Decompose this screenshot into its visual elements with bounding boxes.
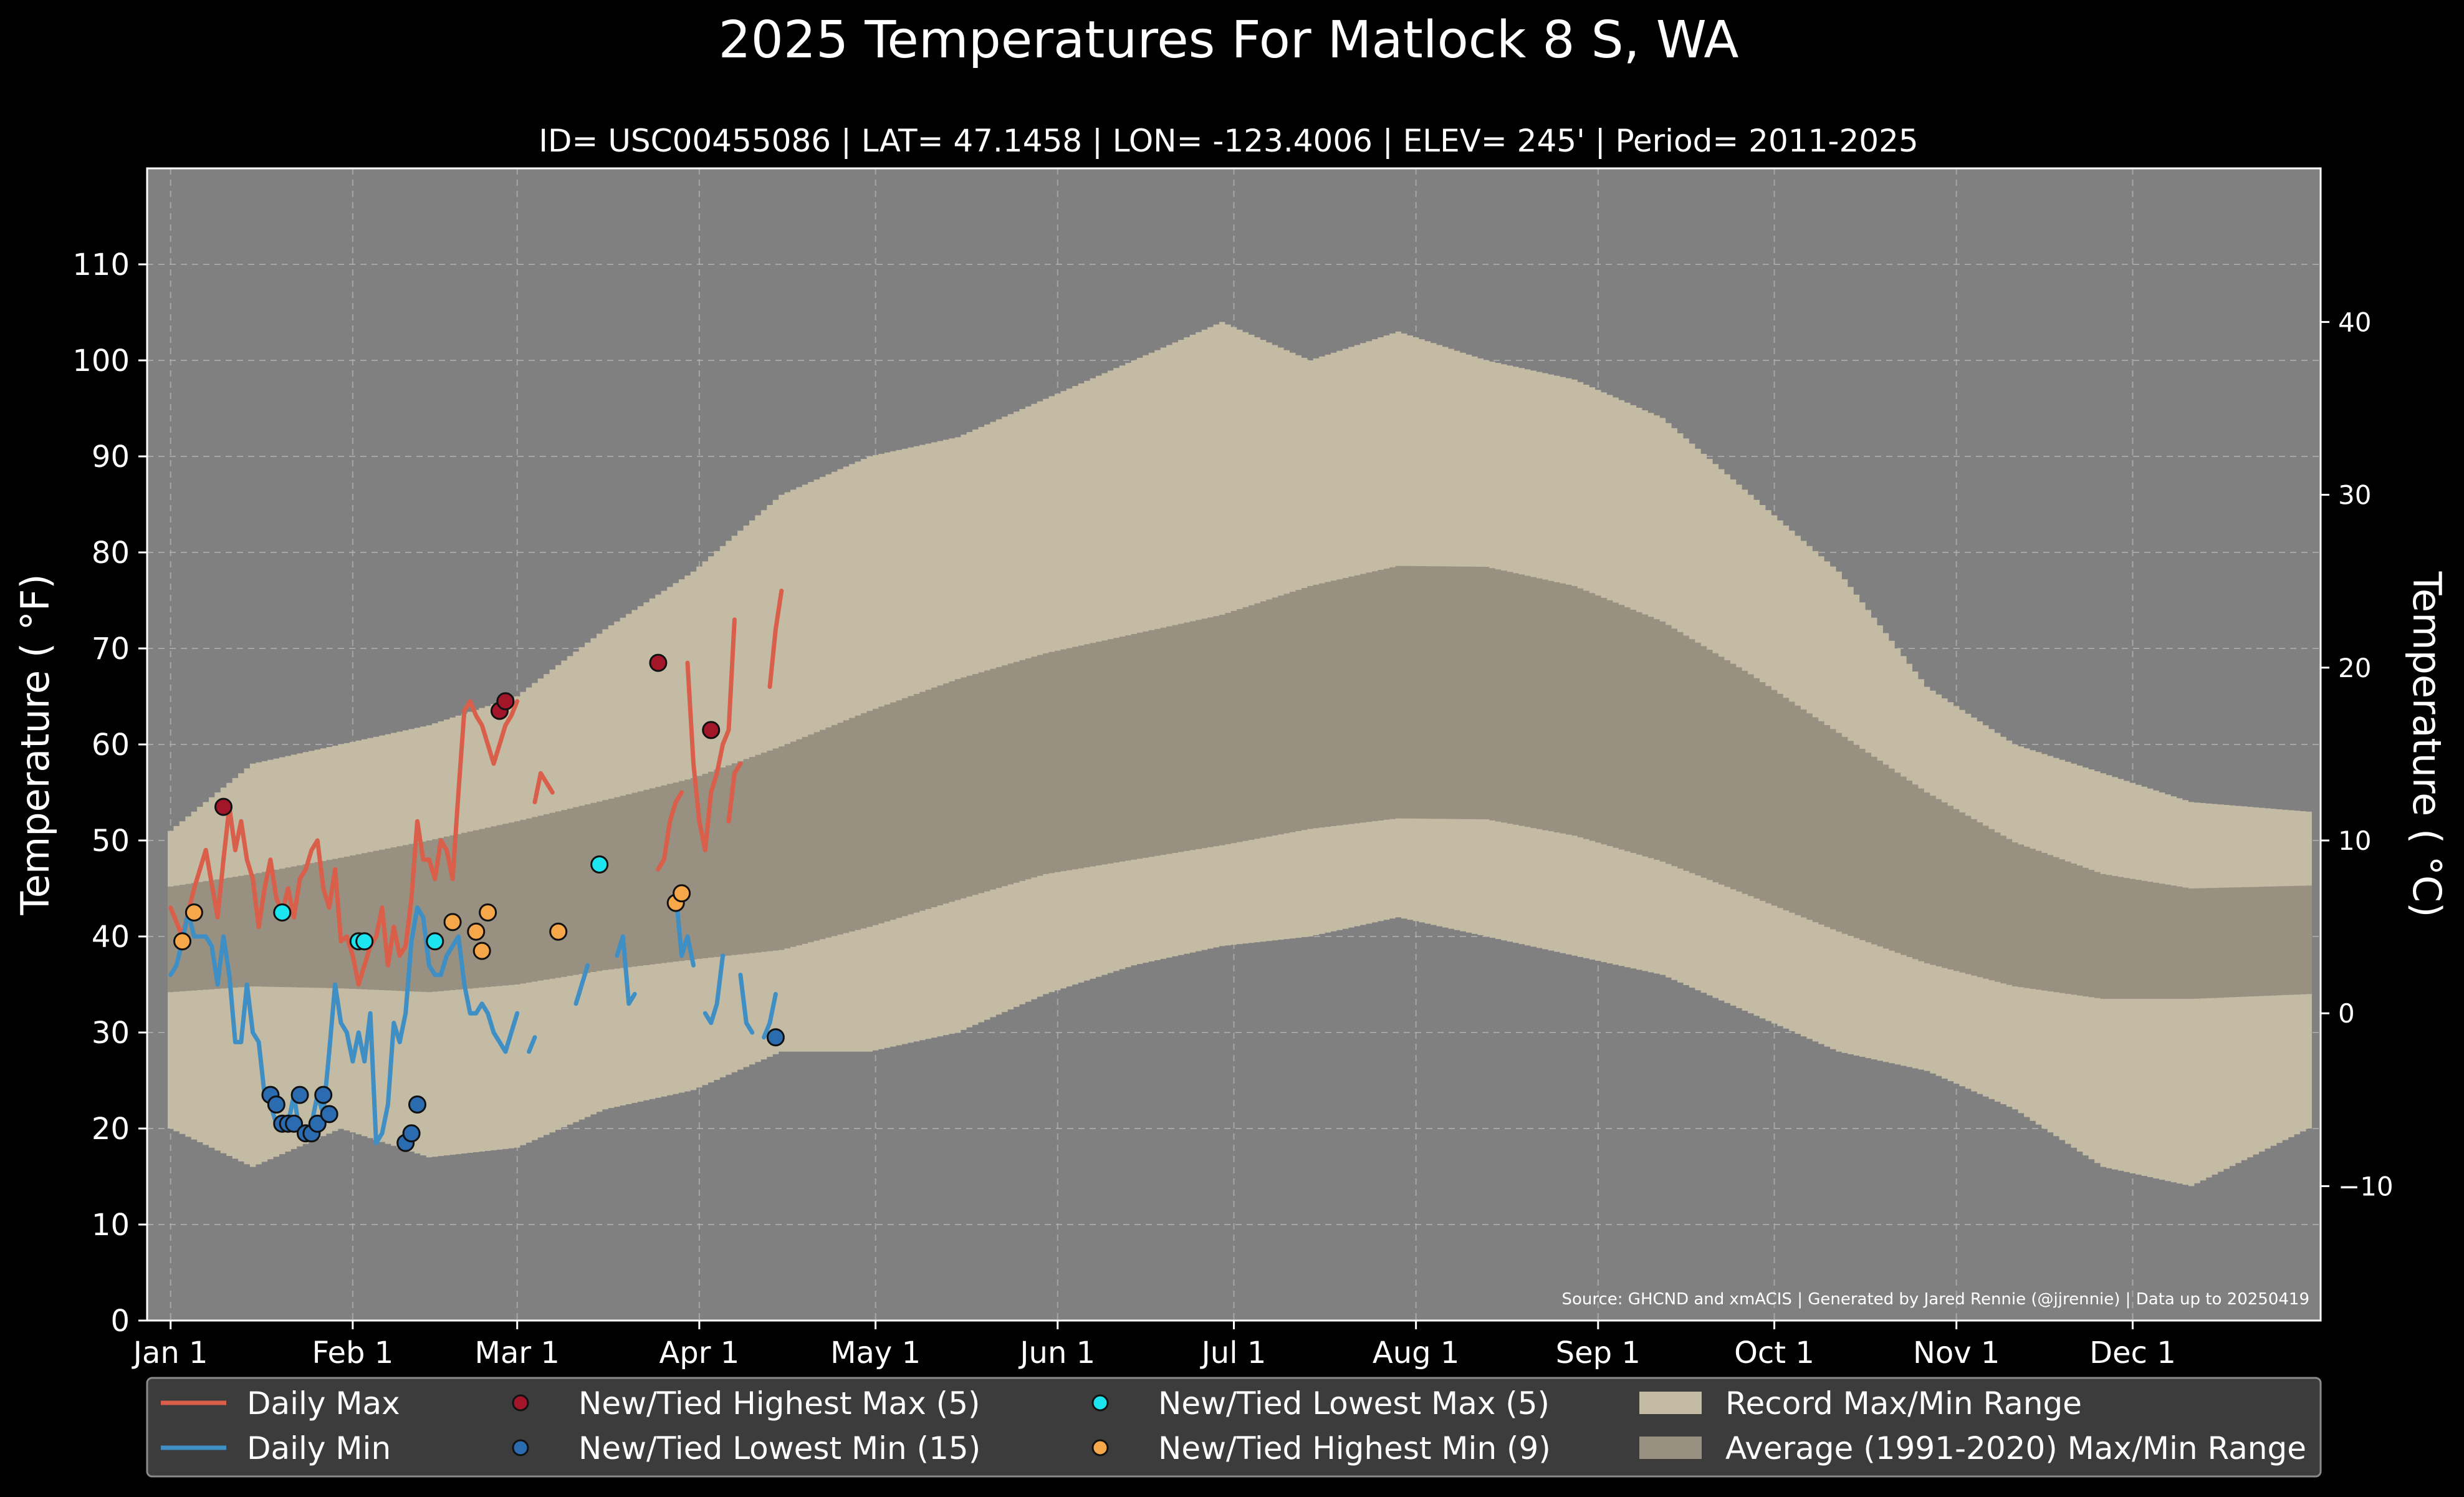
- y-tick-label: 60: [92, 728, 130, 763]
- legend-patch-swatch: [1639, 1437, 1702, 1459]
- daily-min-line: [702, 953, 726, 1026]
- x-tick-label: Mar 1: [475, 1336, 560, 1370]
- legend-dot-swatch: [512, 1394, 529, 1412]
- y-right-tick-label: 10: [2338, 826, 2371, 856]
- legend-label: New/Tied Lowest Min (15): [578, 1430, 980, 1466]
- x-tick-label: May 1: [830, 1336, 921, 1370]
- record-marker: [590, 855, 609, 874]
- x-tick-label: Jul 1: [1200, 1336, 1267, 1370]
- x-tick-label: Sep 1: [1556, 1336, 1641, 1370]
- daily-max-line: [168, 699, 520, 987]
- y-tick-label: 50: [92, 824, 130, 859]
- record-marker: [267, 1095, 285, 1114]
- record-marker: [496, 692, 515, 711]
- daily-max-line: [726, 761, 743, 824]
- record-marker: [443, 913, 462, 931]
- record-marker: [290, 1085, 309, 1104]
- record-marker: [426, 932, 444, 951]
- daily-temperature-lines: [168, 589, 784, 1145]
- legend-label: Daily Min: [247, 1430, 391, 1466]
- y-right-tick-label: 40: [2338, 307, 2371, 337]
- chart-subtitle: ID= USC00455086 | LAT= 47.1458 | LON= -1…: [539, 123, 1918, 159]
- legend-dot-swatch: [1091, 1439, 1109, 1456]
- daily-min-line: [573, 963, 590, 1006]
- x-tick-label: Feb 1: [312, 1336, 393, 1370]
- legend: Daily Max Daily Min New/Tied Highest Max (…: [146, 1377, 2322, 1478]
- y-right-tick-label: −10: [2338, 1171, 2394, 1201]
- record-marker: [285, 1114, 304, 1133]
- x-tick-label: Jan 1: [132, 1336, 208, 1370]
- record-marker: [185, 903, 203, 922]
- record-marker: [314, 1085, 333, 1104]
- y-tick-label: 110: [72, 248, 130, 282]
- legend-label: Average (1991-2020) Max/Min Range: [1725, 1430, 2306, 1466]
- y-tick-label: 40: [92, 920, 130, 955]
- record-marker: [214, 797, 233, 816]
- daily-min-line: [615, 934, 637, 1006]
- record-marker: [355, 932, 374, 951]
- record-marker: [320, 1105, 338, 1124]
- record-marker: [402, 1124, 421, 1143]
- record-marker: [472, 941, 491, 960]
- record-marker: [308, 1114, 327, 1133]
- legend-dot-swatch: [1091, 1394, 1109, 1412]
- normal-range-band: [168, 566, 2312, 999]
- y-axis-right: 40 30 20 10 0 −10: [2321, 307, 2394, 1201]
- legend-dot-swatch: [512, 1439, 529, 1456]
- daily-max-line: [656, 790, 684, 872]
- x-axis: Jan 1 Feb 1 Mar 1 Apr 1 May 1 Jun 1 Jul 1 Aug 1…: [132, 1321, 2176, 1370]
- legend-label: New/Tied Lowest Max (5): [1158, 1385, 1550, 1422]
- daily-max-line: [767, 589, 784, 690]
- y-axis-left: 0 10 20 30 40 50 60 70 80 90 100 110: [72, 248, 147, 1339]
- y-axis-label-left: Temperature ( °F): [12, 574, 58, 915]
- legend-label: Record Max/Min Range: [1725, 1385, 2082, 1422]
- record-marker: [702, 721, 721, 739]
- record-marker: [479, 903, 497, 922]
- legend-label: Daily Max: [247, 1385, 400, 1422]
- normal-range-area: [168, 566, 2312, 999]
- record-marker: [408, 1095, 427, 1114]
- record-marker: [766, 1028, 785, 1047]
- y-tick-label: 90: [92, 440, 130, 474]
- legend-box: [146, 1377, 2322, 1478]
- y-right-tick-label: 30: [2338, 480, 2371, 511]
- y-tick-label: 70: [92, 632, 130, 667]
- record-marker: [273, 903, 292, 922]
- legend-label: New/Tied Highest Max (5): [578, 1385, 980, 1422]
- daily-min-line: [762, 991, 778, 1040]
- y-tick-label: 0: [110, 1304, 130, 1339]
- x-tick-label: Dec 1: [2089, 1336, 2176, 1370]
- x-tick-label: Jun 1: [1018, 1336, 1095, 1370]
- record-marker: [549, 922, 568, 941]
- daily-max-line: [685, 617, 737, 852]
- daily-min-line: [738, 973, 755, 1035]
- record-marker: [649, 653, 668, 672]
- y-tick-label: 10: [92, 1208, 130, 1243]
- x-tick-label: Nov 1: [1913, 1336, 2000, 1370]
- legend-label: New/Tied Highest Min (9): [1158, 1430, 1551, 1466]
- legend-patch-swatch: [1639, 1392, 1702, 1414]
- x-tick-label: Oct 1: [1734, 1336, 1814, 1370]
- daily-min-line: [168, 905, 520, 1145]
- y-tick-label: 20: [92, 1112, 130, 1147]
- y-tick-label: 30: [92, 1016, 130, 1051]
- y-axis-label-right: Temperature ( °C): [2404, 571, 2450, 918]
- x-tick-label: Aug 1: [1373, 1336, 1460, 1370]
- source-note: Source: GHCND and xmACIS | Generated by …: [1561, 1290, 2309, 1309]
- y-tick-label: 100: [72, 344, 130, 378]
- daily-max-line: [532, 771, 555, 804]
- record-marker: [467, 922, 486, 941]
- chart-title: 2025 Temperatures For Matlock 8 S, WA: [719, 11, 1739, 70]
- record-marker: [173, 932, 192, 951]
- x-tick-label: Apr 1: [659, 1336, 739, 1370]
- daily-min-line: [527, 1035, 537, 1054]
- y-tick-label: 80: [92, 536, 130, 570]
- y-right-tick-label: 20: [2338, 653, 2371, 683]
- record-marker: [673, 884, 691, 903]
- record-markers: [173, 653, 785, 1152]
- y-right-tick-label: 0: [2338, 998, 2355, 1029]
